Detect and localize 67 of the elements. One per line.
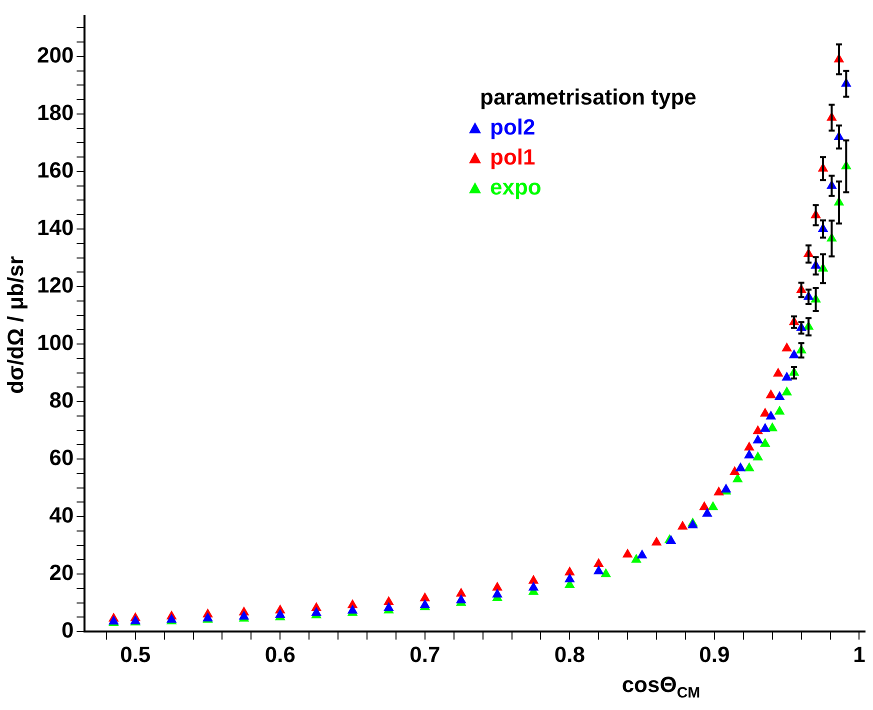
point [782,372,792,381]
point [631,554,642,563]
point [311,606,322,616]
y-tick-label: 40 [49,502,74,528]
point [752,425,764,434]
point [564,566,575,576]
point [492,582,502,591]
point [714,486,724,496]
y-tick-label: 0 [61,618,74,643]
point [593,558,604,568]
point [651,536,662,546]
point [528,582,539,591]
point [744,462,754,472]
x-axis-title: cosΘ$_{CM}$ [622,672,700,702]
point [456,594,466,604]
x-tick-label: 0.9 [699,642,730,667]
y-tick-label: 80 [49,388,74,413]
point [774,406,785,415]
point [702,508,712,517]
legend-label: pol1 [490,144,536,170]
point [274,608,286,618]
point [772,368,784,377]
x-tick-label: 1 [853,642,866,667]
point [708,501,718,510]
y-tick-label: 120 [36,272,74,298]
point [528,574,539,584]
point [735,462,746,472]
legend-label: pol2 [490,114,536,140]
y-tick-label: 200 [36,42,74,68]
y-tick-label: 180 [36,100,74,126]
point [767,422,778,432]
point [564,573,575,582]
point [782,386,792,396]
x-tick-label: 0.8 [554,642,585,667]
point [752,434,764,444]
point [760,408,770,417]
y-tick-label: 160 [36,158,74,183]
y-tick-label: 20 [49,560,74,586]
legend-title: parametrisation type [480,84,696,110]
point [730,466,740,475]
legend-label: expo [490,174,542,200]
point [699,501,710,510]
x-tick-label: 0.6 [264,642,296,667]
y-axis-title: dσ/dΩ / μb/sr [3,256,29,394]
point [760,438,770,447]
x-tick-label: 0.7 [410,642,440,667]
point [456,588,466,597]
point [492,588,502,598]
point [420,592,430,602]
x-tick-label: 0.5 [120,642,151,667]
point [766,389,776,398]
y-tick-label: 100 [36,330,74,356]
y-tick-label: 140 [36,215,74,240]
point [636,549,648,558]
y-tick-label: 60 [49,445,74,470]
point [752,451,764,460]
point [744,442,754,451]
point [600,568,612,578]
point [622,548,633,558]
point [774,390,785,400]
point [788,349,800,358]
point [760,422,770,432]
point [744,449,754,458]
point [677,520,688,530]
point [593,565,604,574]
point [782,342,792,352]
point [766,410,776,420]
